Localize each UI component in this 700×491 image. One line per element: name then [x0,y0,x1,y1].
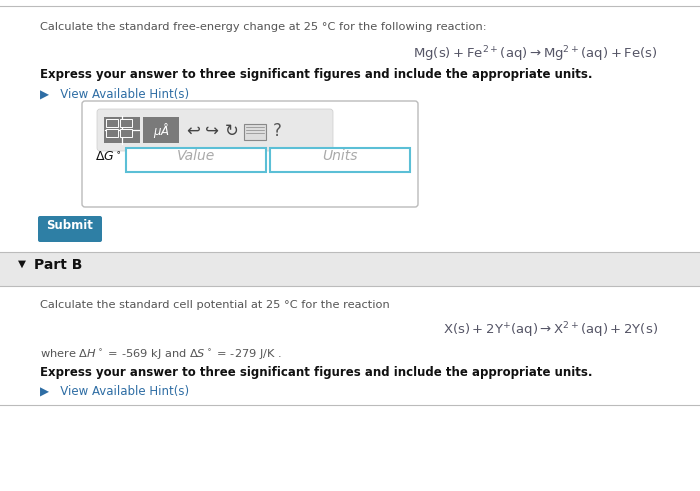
FancyBboxPatch shape [82,101,418,207]
Bar [126,148,266,172]
Bar [120,129,132,137]
Text: where $\Delta H^\circ$ = -569 kJ and $\Delta S^\circ$ = -279 J/K .: where $\Delta H^\circ$ = -569 kJ and $\D… [40,348,282,362]
Text: ▶   View Available Hint(s): ▶ View Available Hint(s) [40,385,189,398]
Text: ↻: ↻ [225,122,239,140]
Text: ▼: ▼ [18,259,26,269]
Text: $\Delta G^\circ$ =: $\Delta G^\circ$ = [95,150,139,164]
Text: Express your answer to three significant figures and include the appropriate uni: Express your answer to three significant… [40,68,592,81]
Bar [106,129,118,137]
FancyBboxPatch shape [97,109,333,151]
Text: $\mu\AA$: $\mu\AA$ [153,120,169,139]
Text: Express your answer to three significant figures and include the appropriate uni: Express your answer to three significant… [40,366,592,379]
Bar [120,119,132,127]
Text: ?: ? [273,122,282,140]
Text: Calculate the standard cell potential at 25 °C for the reaction: Calculate the standard cell potential at… [40,300,390,310]
Text: ↩: ↩ [186,122,200,140]
FancyBboxPatch shape [38,216,102,242]
Bar [106,119,118,127]
Bar [143,117,179,143]
Text: Part B: Part B [34,258,83,272]
Bar [244,124,266,140]
Bar [104,117,140,143]
Text: Units: Units [322,149,358,163]
Text: ▶   View Available Hint(s): ▶ View Available Hint(s) [40,88,189,101]
Bar [0,252,700,286]
Text: Calculate the standard free-energy change at 25 °C for the following reaction:: Calculate the standard free-energy chang… [40,22,486,32]
Text: Submit: Submit [47,219,93,232]
Bar [270,148,410,172]
Text: Value: Value [177,149,215,163]
Text: $\mathrm{Mg(s) + Fe^{2+}(aq) \rightarrow Mg^{2+}(aq) + Fe(s)}$: $\mathrm{Mg(s) + Fe^{2+}(aq) \rightarrow… [414,44,658,64]
Text: $\mathrm{X(s) + 2Y^{+}(aq) \rightarrow X^{2+}(aq) + 2Y(s)}$: $\mathrm{X(s) + 2Y^{+}(aq) \rightarrow X… [443,320,658,340]
Text: ↪: ↪ [205,122,219,140]
